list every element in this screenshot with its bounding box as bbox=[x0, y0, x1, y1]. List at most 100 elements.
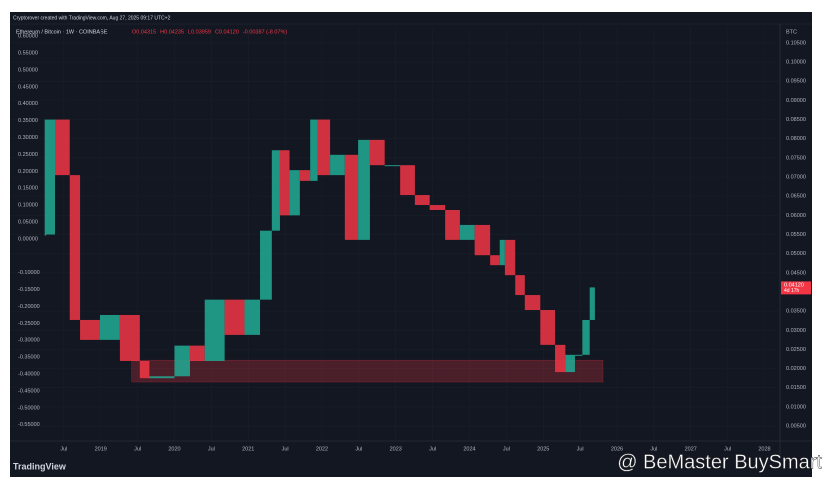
y-tick-label: 0.10500 bbox=[786, 40, 806, 46]
support-zone bbox=[131, 359, 604, 383]
price-label-box bbox=[781, 281, 811, 295]
candle bbox=[299, 170, 311, 181]
ohlc-value: -0.00387 (-8.07%) bbox=[243, 29, 287, 35]
x-tick-label: 2020 bbox=[168, 446, 180, 452]
y2-tick-label: -0.40000 bbox=[18, 372, 40, 378]
y2-tick-label: -0.35000 bbox=[18, 355, 40, 361]
candle bbox=[44, 234, 47, 236]
header-text: Cryptorover created with TradingView.com… bbox=[13, 15, 171, 21]
y2-tick-label: -0.20000 bbox=[18, 304, 40, 310]
unit-label: BTC bbox=[786, 29, 797, 35]
y2-tick-label: 0.20000 bbox=[18, 169, 38, 175]
y-tick-label: 0.01500 bbox=[786, 385, 806, 391]
candle bbox=[565, 354, 575, 373]
y-tick-label: 0.08000 bbox=[786, 136, 806, 142]
y2-tick-label: 0.30000 bbox=[18, 135, 38, 141]
x-tick-label: Jul bbox=[134, 446, 141, 452]
y2-tick-label: -0.15000 bbox=[18, 287, 40, 293]
x-tick-label: 2026 bbox=[611, 446, 623, 452]
x-tick-label: 2028 bbox=[758, 446, 770, 452]
y2-tick-label: -0.45000 bbox=[18, 388, 40, 394]
candle bbox=[459, 224, 475, 240]
y-tick-label: 0.02000 bbox=[786, 366, 806, 372]
y2-tick-label: 0.50000 bbox=[18, 67, 38, 73]
x-tick-label: Jul bbox=[650, 446, 657, 452]
y-tick-label: 0.06500 bbox=[786, 194, 806, 200]
candle bbox=[589, 287, 595, 320]
x-tick-label: Jul bbox=[208, 446, 215, 452]
y2-tick-label: 0.00000 bbox=[18, 236, 38, 242]
candle bbox=[574, 354, 583, 356]
y2-tick-label: 0.15000 bbox=[18, 186, 38, 192]
y-tick-label: 0.09000 bbox=[786, 98, 806, 104]
candle bbox=[499, 239, 505, 266]
y-tick-label: 0.09500 bbox=[786, 79, 806, 85]
y-tick-label: 0.04500 bbox=[786, 270, 806, 276]
chart-background bbox=[10, 12, 812, 477]
x-tick-label: 2024 bbox=[463, 446, 475, 452]
y-tick-label: 0.05000 bbox=[786, 251, 806, 257]
ohlc-value: C0.04120 bbox=[215, 29, 239, 35]
y-tick-label: 0.10000 bbox=[786, 60, 806, 66]
candle bbox=[369, 139, 385, 166]
candle bbox=[44, 119, 55, 235]
candle bbox=[119, 314, 140, 361]
y2-tick-label: 0.55000 bbox=[18, 50, 38, 56]
y2-tick-label: 0.05000 bbox=[18, 219, 38, 225]
y2-tick-label: 0.35000 bbox=[18, 118, 38, 124]
x-tick-label: Jul bbox=[503, 446, 510, 452]
x-tick-label: Jul bbox=[282, 446, 289, 452]
candle bbox=[204, 299, 225, 361]
ohlc-value: O0.04315 bbox=[132, 29, 156, 35]
y-tick-label: 0.03500 bbox=[786, 309, 806, 315]
x-tick-label: Jul bbox=[60, 446, 67, 452]
candle bbox=[289, 170, 300, 216]
y-tick-label: 0.03000 bbox=[786, 328, 806, 334]
x-tick-label: Jul bbox=[355, 446, 362, 452]
candle bbox=[260, 230, 272, 300]
candle bbox=[174, 345, 190, 377]
symbol-label: Ethereum / Bitcoin · 1W · COINBASE bbox=[16, 29, 108, 35]
candle bbox=[384, 165, 401, 167]
watermark: @ BeMaster BuySmart bbox=[617, 451, 822, 473]
candle bbox=[414, 195, 430, 206]
y-tick-label: 0.01000 bbox=[786, 404, 806, 410]
candle bbox=[582, 319, 590, 355]
candle bbox=[344, 154, 359, 240]
candle bbox=[504, 239, 516, 276]
candle bbox=[279, 150, 290, 216]
candle bbox=[515, 275, 525, 296]
candle bbox=[474, 224, 491, 256]
x-tick-label: 2019 bbox=[95, 446, 107, 452]
y-tick-label: 0.00500 bbox=[786, 424, 806, 430]
y2-tick-label: 0.25000 bbox=[18, 152, 38, 158]
y-tick-label: 0.05500 bbox=[786, 232, 806, 238]
y-tick-label: 0.07000 bbox=[786, 174, 806, 180]
candle bbox=[540, 309, 556, 345]
candle bbox=[310, 119, 318, 181]
y2-tick-label: -0.55000 bbox=[18, 422, 40, 428]
price-label: 0.04120 bbox=[784, 282, 804, 288]
candle bbox=[271, 150, 280, 231]
candle bbox=[224, 299, 245, 335]
candle bbox=[429, 205, 446, 210]
x-tick-label: Jul bbox=[429, 446, 436, 452]
candle bbox=[330, 154, 345, 176]
candle bbox=[358, 139, 370, 240]
y2-tick-label: -0.10000 bbox=[18, 270, 40, 276]
candle bbox=[54, 119, 70, 176]
x-tick-label: 2023 bbox=[390, 446, 402, 452]
candle bbox=[400, 165, 415, 196]
candle bbox=[69, 175, 81, 320]
y2-tick-label: 0.60000 bbox=[18, 34, 38, 40]
x-tick-label: Jul bbox=[724, 446, 731, 452]
x-tick-label: 2021 bbox=[242, 446, 254, 452]
y2-tick-label: 0.40000 bbox=[18, 101, 38, 107]
x-tick-label: 2027 bbox=[685, 446, 697, 452]
footer-logo: TradingView bbox=[13, 461, 67, 471]
y-tick-label: 0.06000 bbox=[786, 213, 806, 219]
candle bbox=[555, 344, 566, 373]
ohlc-value: L0.03959 bbox=[188, 29, 211, 35]
y2-tick-label: -0.50000 bbox=[18, 405, 40, 411]
